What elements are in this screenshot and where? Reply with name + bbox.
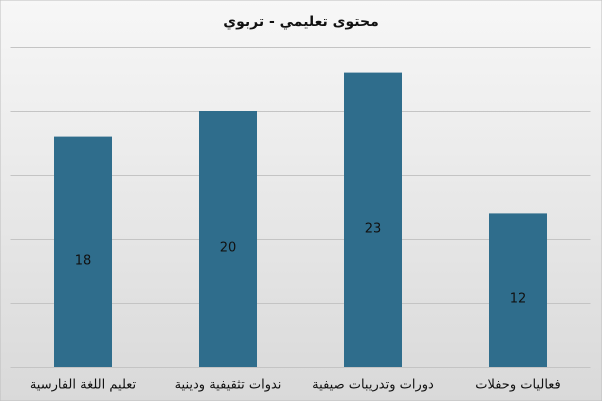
- bar: [489, 213, 547, 367]
- data-label: 20: [220, 241, 237, 256]
- bar: [54, 136, 112, 367]
- data-label: 12: [510, 292, 527, 307]
- chart-title: محتوى تعليمي - تربوي: [223, 14, 378, 31]
- x-tick-label: ندوات تثقيفية ودينية: [175, 378, 282, 393]
- bar: [199, 111, 257, 367]
- x-tick-label: فعاليات وحفلات: [475, 378, 561, 393]
- bar: [344, 72, 402, 367]
- data-label: 18: [75, 253, 92, 268]
- x-tick-label: دورات وتدريبات صيفية: [312, 378, 434, 393]
- x-tick-label: تعليم اللغة الفارسية: [30, 378, 137, 393]
- data-label: 23: [365, 221, 382, 236]
